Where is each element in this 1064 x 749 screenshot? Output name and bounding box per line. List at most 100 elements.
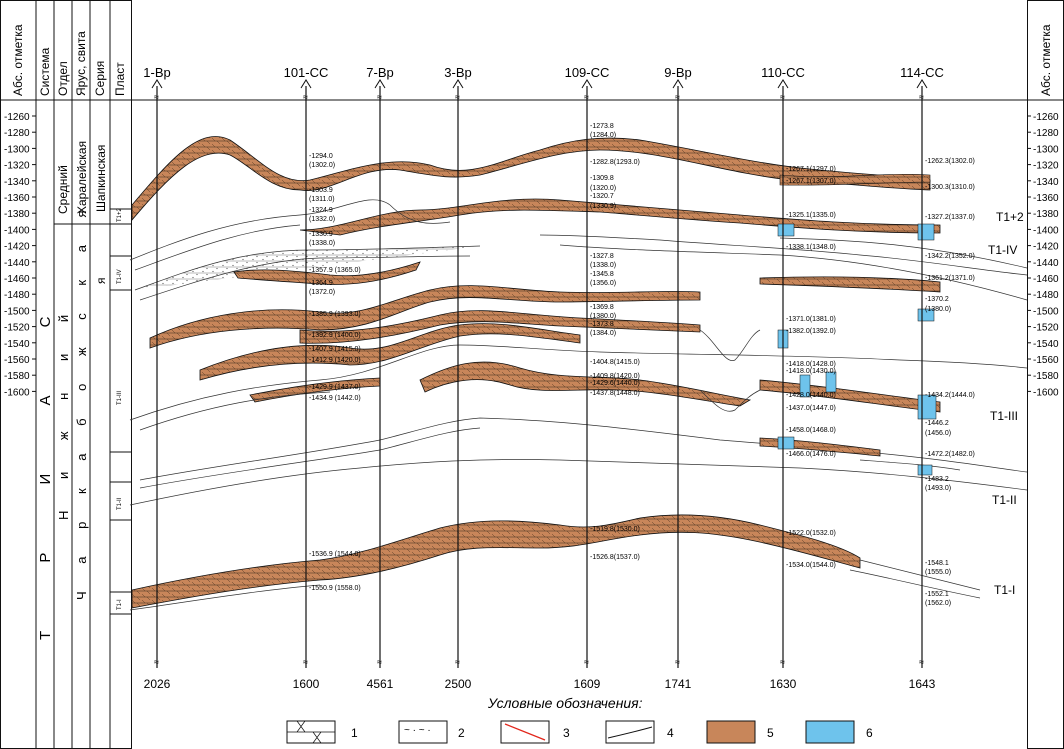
legend-swatch-6 [805, 720, 855, 744]
depth-tick-right: -1300 [1033, 144, 1059, 155]
stage-header: Ярус, свита [74, 31, 88, 96]
svg-text:≈: ≈ [675, 657, 680, 667]
layer-header: Пласт [113, 62, 127, 96]
depth-annotation: -1437.8(1448.0) [590, 390, 640, 397]
legend-swatch-2 [398, 720, 448, 744]
dept-upper: Средний [56, 165, 70, 214]
well-1: ≈ ≈1-Вр 2026 [143, 65, 170, 691]
right-label-t1ii: T1-II [992, 493, 1017, 507]
depth-annotation: -1369.8 [590, 304, 614, 311]
legend-num-1: 1 [351, 726, 358, 740]
depth-annotation: -1418.0(1428.0) [786, 361, 836, 368]
well-name: 101-СС [284, 65, 329, 80]
legend-title: Условные обозначения: [487, 695, 643, 711]
depth-annotation: -1548.1 [925, 560, 949, 567]
system-value: Т Р И А С [37, 285, 54, 640]
depth-tick-right: -1460 [1033, 274, 1059, 285]
layer-t1iv: Т1-IV [117, 269, 123, 284]
depth-annotation: -1409.8(1420.0) [590, 373, 640, 380]
depth-annotation: (1302.0) [309, 162, 335, 169]
depth-annotation: (1284.0) [590, 132, 616, 139]
depth-annotation: -1385.9 (1393.0) [309, 311, 361, 318]
well-name: 109-СС [565, 65, 610, 80]
svg-text:≈: ≈ [780, 657, 785, 667]
depth-annotation: -1434.9 (1442.0) [309, 395, 361, 402]
depth-tick-right: -1380 [1033, 209, 1059, 220]
depth-tick-left: -1260 [4, 112, 30, 123]
abs-header: Абс. отметка [11, 24, 25, 96]
depth-annotation: -1373.8 [590, 321, 614, 328]
well-annotations: -1294.0 (1302.0) -1303.9 (1311.0) -1324.9 (13… [309, 123, 975, 607]
depth-annotation: (1311.0) [309, 196, 335, 203]
depth-annotation: -1458.0(1468.0) [786, 427, 836, 434]
right-label-t1iv: T1-IV [988, 243, 1017, 257]
well-2: ≈ ≈101-СС 1600 [284, 65, 329, 691]
svg-text:≈: ≈ [780, 92, 785, 102]
depth-tick-left: -1320 [4, 161, 30, 172]
series-upper: Шапкинская [94, 145, 108, 212]
depth-annotation: (1356.0) [590, 280, 616, 287]
depth-tick-right: -1480 [1033, 290, 1059, 301]
svg-text:≈: ≈ [584, 657, 589, 667]
strata [129, 136, 1028, 611]
depth-annotation: -1262.3(1302.0) [925, 158, 975, 165]
legend-num-5: 5 [767, 726, 774, 740]
depth-tick-right: -1440 [1033, 258, 1059, 269]
depth-annotation: -1267.1(1307.0) [786, 178, 836, 185]
well-name: 3-Вр [444, 65, 471, 80]
depth-annotation: (1456.0) [925, 430, 951, 437]
depth-tick-left: -1440 [4, 258, 30, 269]
depth-tick-left: -1580 [4, 371, 30, 382]
right-label-t12: T1+2 [996, 210, 1024, 224]
well-name: 9-Вр [664, 65, 691, 80]
depth-annotation: -1342.2(1352.0) [925, 253, 975, 260]
series-header: Серия [93, 61, 107, 96]
depth-annotation: -1536.9 (1544.0) [309, 551, 361, 558]
svg-text:≈: ≈ [154, 92, 159, 102]
depth-tick-left: -1340 [4, 177, 30, 188]
legend-num-6: 6 [866, 726, 873, 740]
depth-tick-right: -1560 [1033, 355, 1059, 366]
depth-annotation: -1361.2(1371.0) [925, 275, 975, 282]
svg-text:≈: ≈ [455, 657, 460, 667]
depth-tick-left: -1360 [4, 193, 30, 204]
dept-header: Отдел [56, 61, 70, 96]
depth-annotation: (1338.0) [309, 240, 335, 247]
depth-annotation: -1407.9 (1415.0) [309, 346, 361, 353]
depth-tick-right: -1260 [1033, 112, 1059, 123]
layer-t12: Т1+2 [117, 207, 123, 222]
depth-annotation: -1526.8(1537.0) [590, 554, 640, 561]
depth-annotation: (1380.0) [590, 313, 616, 320]
depth-annotation: -1327.8 [590, 253, 614, 260]
legend-num-4: 4 [667, 726, 674, 740]
depth-annotation: -1324.9 [309, 207, 333, 214]
well-bottom-depth: 1600 [293, 677, 320, 691]
legend-num-3: 3 [563, 726, 570, 740]
depth-annotation: -1446.2 [925, 420, 949, 427]
depth-annotation: (1493.0) [925, 485, 951, 492]
depth-annotation: -1519.8(1530.0) [590, 526, 640, 533]
depth-annotation: -1404.8(1415.0) [590, 359, 640, 366]
depth-annotation: -1364.9 [309, 280, 333, 287]
depth-annotation: -1437.0(1447.0) [786, 405, 836, 412]
depth-tick-left: -1500 [4, 306, 30, 317]
svg-text:≈: ≈ [675, 92, 680, 102]
well-5: ≈ ≈109-СС 1609 [565, 65, 610, 691]
well-bottom-depth: 4561 [367, 677, 394, 691]
depth-annotation: (1332.0) [309, 216, 335, 223]
depth-tick-left: -1480 [4, 290, 30, 301]
depth-axes: -1260 -1260 -1280 -1280 -1300 -1300 -1320 -1320… [4, 112, 1059, 398]
layer-t1iii: Т1-III [117, 391, 123, 405]
well-name: 1-Вр [143, 65, 170, 80]
depth-annotation: -1320.7 [590, 193, 614, 200]
depth-tick-right: -1400 [1033, 225, 1059, 236]
depth-annotation: -1327.2(1337.0) [925, 214, 975, 221]
depth-annotation: (1380.0) [925, 306, 951, 313]
depth-annotation: (1338.0) [590, 262, 616, 269]
svg-text:≈: ≈ [377, 657, 382, 667]
stage-lower: Ч а р к а б о ж с к а я [74, 198, 89, 600]
depth-annotation: -1370.2 [925, 296, 949, 303]
depth-annotation: -1466.0(1476.0) [786, 451, 836, 458]
well-bottom-depth: 1643 [909, 677, 936, 691]
depth-annotation: -1429.6(1440.0) [590, 380, 640, 387]
